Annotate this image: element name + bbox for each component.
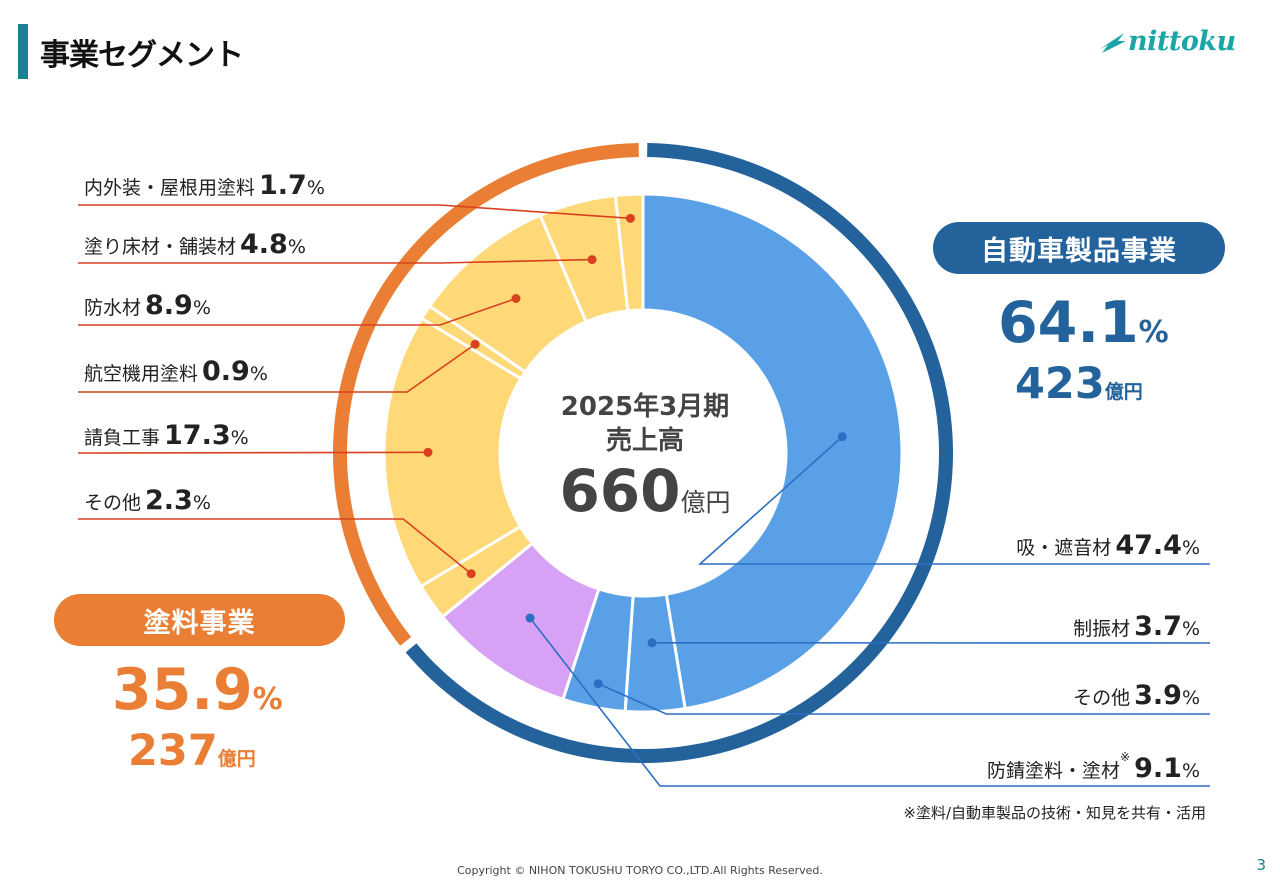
leader-line-3	[78, 343, 476, 393]
footnote: ※塗料/自動車製品の技術・知見を共有・活用	[903, 804, 1206, 822]
center-period: 2025年3月期 売上高	[545, 390, 745, 458]
leader-dot-1	[587, 255, 597, 265]
leader-dot-5	[466, 569, 476, 579]
label-name: 請負工事	[84, 427, 161, 449]
leader-line-0	[78, 204, 631, 220]
label-unit: %	[249, 363, 268, 385]
label-name: 防水材	[84, 297, 142, 319]
leader-line-8	[597, 682, 1210, 715]
page-number: 3	[1256, 856, 1266, 874]
label-name: その他	[1073, 687, 1131, 709]
center-total-value: 660	[559, 457, 681, 525]
automotive-segment-pct: 64.1%	[998, 295, 1169, 352]
label-value: 2.3	[145, 485, 193, 516]
title-accent-bar	[18, 24, 28, 79]
paint-segment-badge: 塗料事業	[54, 594, 345, 646]
leader-line-6	[697, 436, 1210, 565]
label-name: その他	[84, 492, 142, 514]
label-unit: %	[192, 297, 211, 319]
company-logo: nittoku	[1098, 26, 1236, 57]
label-unit: %	[230, 427, 249, 449]
label-aircraft-paint: 航空機用塗料 0.9%	[84, 358, 268, 385]
label-unit: %	[1181, 760, 1200, 782]
paint-segment-pct: 35.9%	[112, 662, 283, 719]
outer-ring-arc-automotive	[405, 143, 954, 763]
center-period-year: 2025年3月期	[560, 392, 730, 422]
automotive-amount-value: 423	[1015, 359, 1105, 409]
automotive-amount-unit: 億円	[1104, 381, 1143, 403]
leader-dot-3	[470, 339, 480, 349]
label-paint-other: その他 2.3%	[84, 487, 211, 514]
label-name: 吸・遮音材	[1016, 537, 1112, 559]
label-value: 1.7	[259, 170, 307, 201]
automotive-pct-unit: %	[1138, 315, 1169, 350]
label-unit: %	[1181, 687, 1200, 709]
label-name: 防錆塗料・塗材	[987, 760, 1121, 782]
leader-dot-2	[511, 293, 521, 303]
label-unit: %	[306, 177, 325, 199]
label-unit: %	[192, 492, 211, 514]
page-title: 事業セグメント	[40, 38, 244, 73]
label-unit: %	[287, 236, 306, 258]
leader-line-1	[78, 258, 593, 264]
label-floor-paving: 塗り床材・舗装材 4.8%	[84, 231, 306, 258]
leader-dot-6	[837, 432, 847, 442]
label-value: 4.8	[240, 229, 288, 260]
logo-text: nittoku	[1128, 26, 1236, 57]
paint-amount-value: 237	[128, 726, 218, 776]
label-waterproofing: 防水材 8.9%	[84, 292, 211, 319]
automotive-pct-value: 64.1	[998, 290, 1139, 356]
label-name: 塗り床材・舗装材	[84, 236, 237, 258]
label-value: 8.9	[145, 290, 193, 321]
pie-slice-0	[641, 192, 904, 711]
center-period-label: 売上高	[605, 426, 684, 456]
label-value: 47.4	[1115, 530, 1182, 561]
outer-ring-arc-paint	[332, 143, 639, 646]
leader-line-4	[77, 451, 429, 454]
leader-dot-7	[647, 638, 657, 648]
leader-line-2	[78, 297, 517, 326]
label-name: 航空機用塗料	[84, 363, 199, 385]
paint-pct-unit: %	[252, 682, 283, 717]
label-exterior-roof-paint: 内外装・屋根用塗料 1.7%	[84, 172, 325, 199]
label-damping: 制振材 3.7%	[1073, 613, 1200, 640]
label-auto-other: その他 3.9%	[1073, 682, 1200, 709]
label-name: 内外装・屋根用塗料	[84, 177, 256, 199]
label-name: 制振材	[1073, 618, 1131, 640]
automotive-segment-amount: 423億円	[1015, 363, 1143, 406]
copyright: Copyright © NIHON TOKUSHU TORYO CO.,LTD.…	[457, 864, 823, 877]
leader-line-9	[529, 617, 1210, 787]
paint-amount-unit: 億円	[217, 748, 256, 770]
label-value: 17.3	[164, 420, 231, 451]
label-unit: %	[1181, 618, 1200, 640]
label-contract-work: 請負工事 17.3%	[84, 422, 249, 449]
leader-dot-0	[625, 213, 635, 223]
label-value: 9.1	[1134, 753, 1182, 784]
center-total-unit: 億円	[680, 488, 731, 517]
label-rustproof-paint: 防錆塗料・塗材※ 9.1%	[987, 751, 1200, 784]
center-total: 660億円	[545, 462, 745, 520]
logo-mark-icon	[1100, 32, 1126, 53]
note-mark: ※	[1120, 750, 1131, 764]
leader-dot-8	[593, 679, 603, 689]
automotive-segment-badge: 自動車製品事業	[933, 222, 1225, 274]
label-value: 3.9	[1134, 680, 1182, 711]
pie-slice-9	[613, 192, 645, 313]
label-value: 0.9	[202, 356, 250, 387]
paint-segment-amount: 237億円	[128, 730, 256, 773]
leader-dot-4	[423, 447, 433, 457]
label-value: 3.7	[1134, 611, 1182, 642]
label-unit: %	[1181, 537, 1200, 559]
label-sound-absorption: 吸・遮音材 47.4%	[1016, 532, 1200, 559]
leader-dot-9	[525, 613, 535, 623]
paint-pct-value: 35.9	[112, 657, 253, 723]
leader-line-5	[78, 518, 472, 575]
